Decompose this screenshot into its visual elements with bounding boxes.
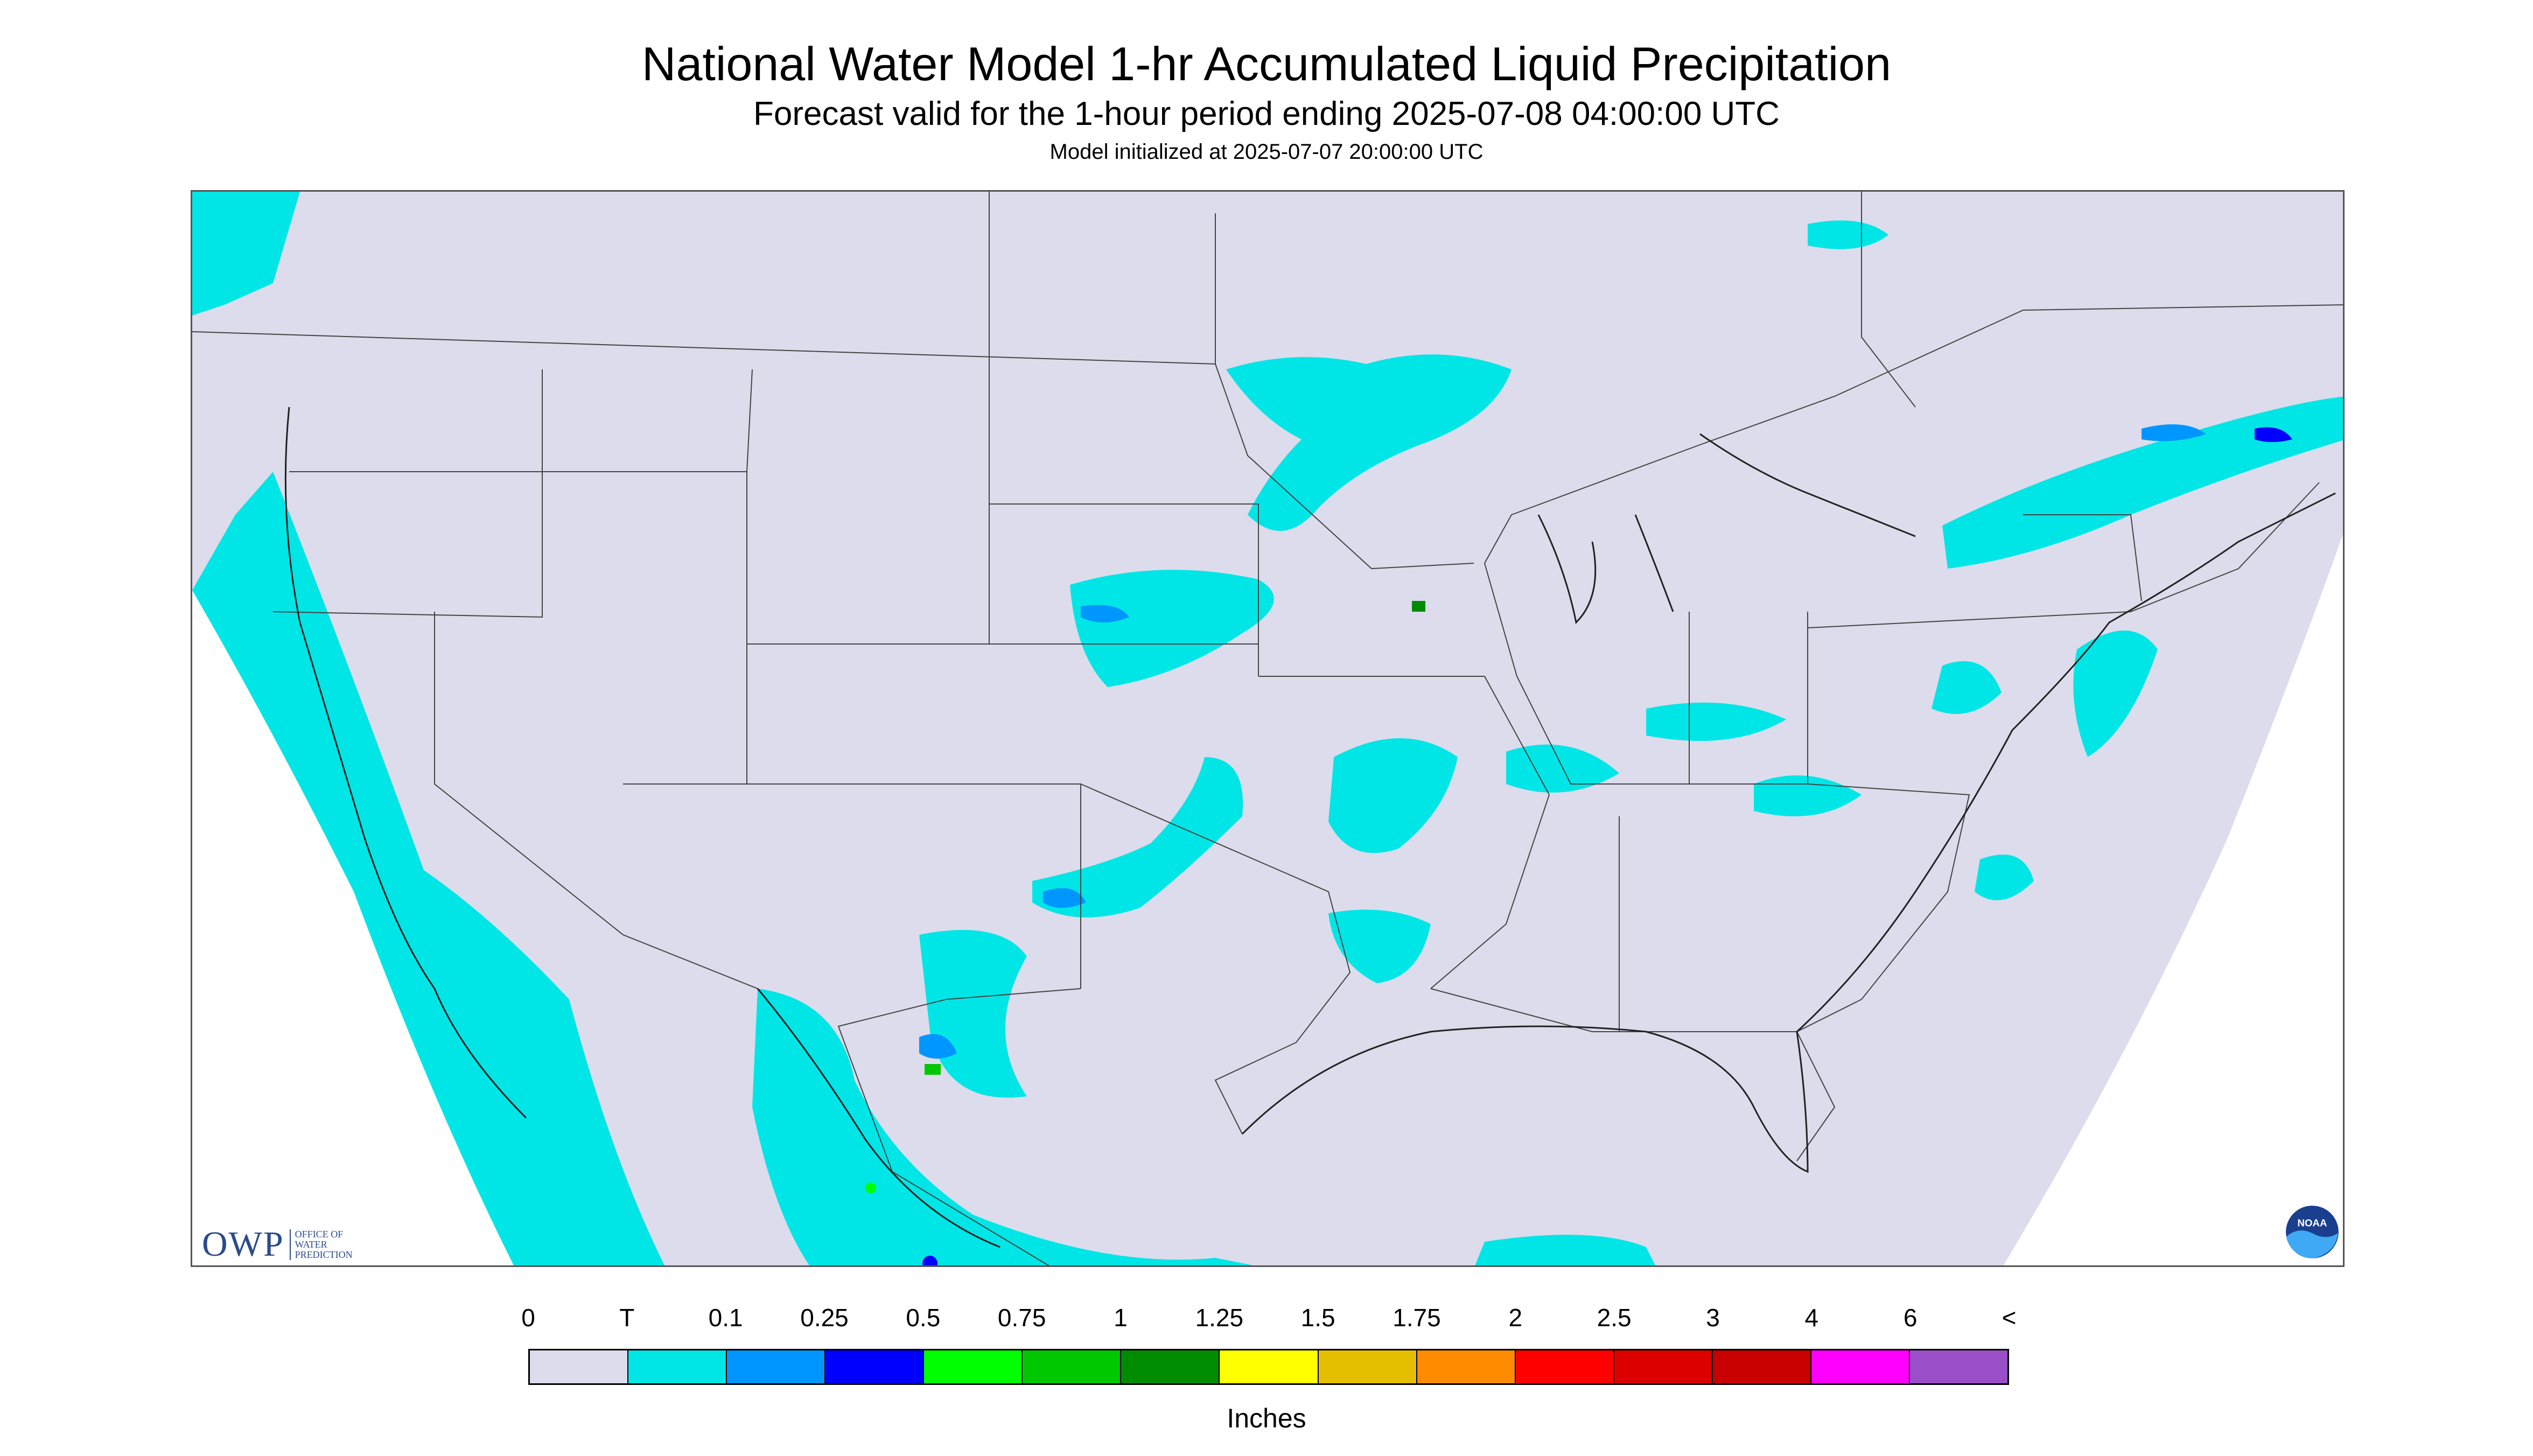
legend-tick-label: 3 xyxy=(1706,1304,1720,1332)
legend-tick-label: 2 xyxy=(1508,1304,1523,1332)
legend-tick-label: 0.75 xyxy=(997,1304,1046,1332)
out-of-domain-right xyxy=(2003,534,2343,1265)
noaa-logo-text: NOAA xyxy=(2297,1217,2327,1229)
owp-logo: OWP OFFICE OF WATER PREDICTION xyxy=(202,1224,370,1264)
legend-tick-label: 0.1 xyxy=(708,1304,743,1332)
legend-tick-label: 6 xyxy=(1903,1304,1918,1332)
map-canvas xyxy=(192,192,2343,1265)
legend-tick-label: 1.5 xyxy=(1300,1304,1335,1332)
state-boundaries xyxy=(192,192,2343,1265)
legend-swatch xyxy=(628,1350,727,1383)
chart-subtitle: Forecast valid for the 1-hour period end… xyxy=(753,95,1780,132)
legend-swatch xyxy=(530,1350,629,1383)
owp-logo-text: OWP xyxy=(202,1224,284,1264)
legend-units-label: Inches xyxy=(1227,1403,1306,1433)
legend-swatch xyxy=(825,1350,925,1383)
legend-tick-label: 1 xyxy=(1114,1304,1128,1332)
legend-tick-label: 4 xyxy=(1804,1304,1819,1332)
precip-heavy-areas xyxy=(865,424,2292,1265)
legend-tick-label: 0.5 xyxy=(906,1304,941,1332)
legend-swatch xyxy=(1811,1350,1910,1383)
legend-swatch xyxy=(1220,1350,1319,1383)
legend-swatch xyxy=(1023,1350,1122,1383)
chart-title: National Water Model 1-hr Accumulated Li… xyxy=(641,37,1892,90)
legend-tick-label: 1.25 xyxy=(1195,1304,1244,1332)
model-init-text: Model initialized at 2025-07-07 20:00:00… xyxy=(1049,140,1484,164)
legend-tick-label: 1.75 xyxy=(1393,1304,1441,1332)
legend-swatch xyxy=(1515,1350,1614,1383)
legend-swatch xyxy=(1121,1350,1220,1383)
coastlines xyxy=(284,407,2336,1248)
precipitation-map: OWP OFFICE OF WATER PREDICTION NOAA xyxy=(191,190,2345,1267)
legend-tick-label: 0.25 xyxy=(800,1304,849,1332)
legend-swatch xyxy=(727,1350,826,1383)
legend-swatch xyxy=(924,1350,1023,1383)
legend-tick-label: T xyxy=(619,1304,635,1332)
noaa-logo: NOAA xyxy=(2285,1205,2340,1259)
legend-swatch xyxy=(1614,1350,1713,1383)
legend-tick-label: 0 xyxy=(521,1304,535,1332)
legend-swatch xyxy=(1318,1350,1417,1383)
legend-swatch xyxy=(1712,1350,1811,1383)
legend-swatch xyxy=(1417,1350,1516,1383)
precip-light-areas xyxy=(192,192,2343,1265)
legend-tick-label: < xyxy=(2002,1304,2017,1332)
out-of-domain-left xyxy=(192,590,514,1265)
color-legend xyxy=(528,1349,2009,1385)
owp-logo-subtext: OFFICE OF WATER PREDICTION xyxy=(289,1229,370,1260)
legend-tick-label: 2.5 xyxy=(1597,1304,1632,1332)
legend-swatch xyxy=(1909,1350,2007,1383)
